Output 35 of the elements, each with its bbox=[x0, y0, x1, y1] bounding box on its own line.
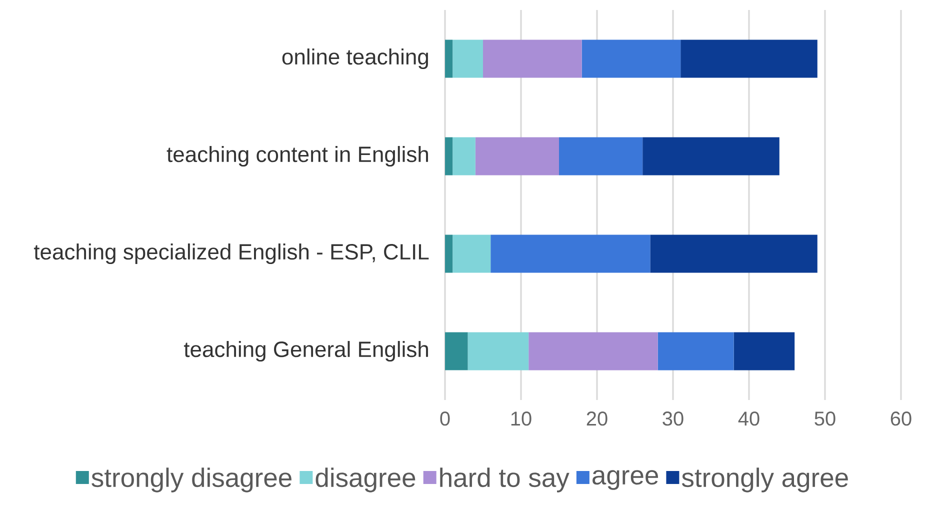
x-tick-label: 40 bbox=[738, 412, 760, 426]
bar bbox=[490, 234, 650, 273]
y-tick-label: online teaching bbox=[282, 48, 428, 69]
bar bbox=[642, 137, 780, 176]
x-tick-label: 20 bbox=[586, 412, 608, 426]
bar bbox=[582, 40, 681, 78]
y-tick-label: teaching content in English bbox=[166, 146, 428, 166]
bar bbox=[559, 137, 643, 176]
bar bbox=[528, 332, 658, 370]
x-tick-label: 30 bbox=[662, 412, 684, 426]
bar bbox=[445, 234, 453, 273]
bar bbox=[650, 234, 818, 273]
x-tick-label: 0 bbox=[440, 412, 450, 426]
bar bbox=[483, 40, 582, 78]
x-tick-label: 60 bbox=[890, 412, 912, 426]
y-tick-label: teaching specialized English - ESP, CLIL bbox=[34, 243, 429, 264]
bar bbox=[452, 234, 491, 273]
bar bbox=[445, 332, 468, 370]
bar bbox=[680, 40, 818, 78]
x-tick-label: 10 bbox=[511, 412, 532, 426]
legend-label: agree bbox=[592, 470, 658, 490]
y-tick-label: teaching General English bbox=[184, 340, 428, 362]
bar bbox=[468, 332, 529, 370]
bar bbox=[658, 332, 734, 370]
x-tick-label: 50 bbox=[814, 412, 836, 426]
bar bbox=[445, 137, 453, 176]
legend-label: disagree bbox=[316, 468, 416, 492]
bar bbox=[475, 137, 559, 176]
legend-label: strongly disagree bbox=[92, 468, 292, 492]
bar bbox=[734, 332, 795, 370]
bar bbox=[445, 40, 453, 78]
legend-label: hard to say bbox=[440, 468, 570, 492]
bar bbox=[452, 137, 476, 176]
legend-label: strongly agree bbox=[682, 468, 848, 492]
bar bbox=[452, 40, 483, 78]
